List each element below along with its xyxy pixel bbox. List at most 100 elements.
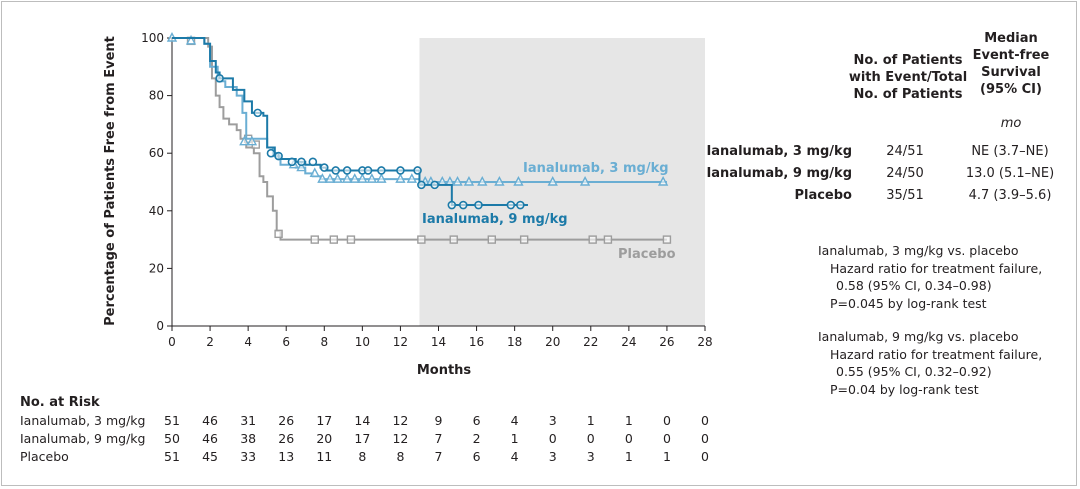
x-tick-label: 6 bbox=[282, 335, 290, 349]
at-risk-value: 45 bbox=[202, 449, 218, 464]
at-risk-value: 26 bbox=[278, 413, 294, 428]
censor-marker bbox=[458, 200, 468, 210]
censor-marker bbox=[266, 148, 276, 158]
censor-marker bbox=[329, 235, 339, 244]
at-risk-value: 46 bbox=[202, 413, 218, 428]
at-risk-row-name: Ianalumab, 3 mg/kg bbox=[20, 413, 145, 428]
at-risk-value: 2 bbox=[473, 431, 481, 446]
at-risk-value: 51 bbox=[164, 413, 180, 428]
at-risk-value: 1 bbox=[511, 431, 519, 446]
censor-marker bbox=[406, 173, 418, 183]
y-tick-label: 20 bbox=[149, 261, 164, 275]
y-tick-label: 100 bbox=[141, 31, 164, 45]
censor-marker bbox=[413, 166, 422, 175]
at-risk-value: 31 bbox=[240, 413, 256, 428]
at-risk-value: 4 bbox=[511, 449, 519, 464]
censor-marker bbox=[287, 157, 297, 167]
censor-marker bbox=[346, 235, 356, 244]
note-line: Hazard ratio for treatment failure, bbox=[830, 261, 1042, 276]
y-tick-label: 80 bbox=[149, 89, 164, 103]
censor-marker bbox=[185, 34, 197, 45]
at-risk-value: 1 bbox=[587, 413, 595, 428]
series-label-3mg: Ianalumab, 3 mg/kg bbox=[523, 161, 669, 176]
at-risk-value: 3 bbox=[549, 449, 557, 464]
table-unit: mo bbox=[1001, 116, 1022, 131]
x-tick-label: 14 bbox=[431, 335, 446, 349]
at-risk-value: 51 bbox=[164, 449, 180, 464]
table-row-name: Ianalumab, 3 mg/kg bbox=[706, 144, 852, 159]
y-tick-label: 60 bbox=[149, 146, 164, 160]
at-risk-value: 0 bbox=[701, 449, 709, 464]
at-risk-value: 12 bbox=[392, 431, 408, 446]
censor-marker bbox=[452, 176, 463, 186]
series-label-placebo: Placebo bbox=[618, 247, 676, 262]
censor-marker bbox=[417, 235, 426, 244]
table-header-events-1: No. of Patients bbox=[853, 53, 962, 68]
censor-marker bbox=[396, 166, 405, 175]
at-risk-value: 3 bbox=[587, 449, 595, 464]
note-line: Hazard ratio for treatment failure, bbox=[830, 347, 1042, 362]
at-risk-value: 50 bbox=[164, 431, 180, 446]
y-tick-label: 0 bbox=[156, 319, 164, 333]
x-tick-label: 10 bbox=[355, 335, 370, 349]
at-risk-value: 46 bbox=[202, 431, 218, 446]
censor-marker bbox=[246, 135, 258, 146]
censor-marker bbox=[463, 176, 475, 186]
note-line: P=0.045 by log-rank test bbox=[830, 296, 987, 311]
at-risk-value: 6 bbox=[473, 449, 481, 464]
censor-marker bbox=[487, 235, 496, 244]
hazard-notes: Ianalumab, 3 mg/kg vs. placebo Hazard ra… bbox=[818, 243, 1042, 397]
censor-marker bbox=[449, 235, 458, 244]
at-risk-value: 1 bbox=[663, 449, 671, 464]
table-row-median: NE (3.7–NE) bbox=[971, 144, 1048, 159]
censor-marker bbox=[376, 173, 387, 183]
note-line: Ianalumab, 9 mg/kg vs. placebo bbox=[818, 329, 1019, 344]
table-header-median-4: (95% CI) bbox=[980, 82, 1042, 97]
note-line: Ianalumab, 3 mg/kg vs. placebo bbox=[818, 243, 1019, 258]
y-axis-title: Percentage of Patients Free from Event bbox=[103, 36, 118, 326]
censor-marker bbox=[215, 74, 224, 83]
at-risk-value: 26 bbox=[278, 431, 294, 446]
x-axis-title: Months bbox=[417, 363, 472, 378]
at-risk-value: 0 bbox=[549, 431, 557, 446]
at-risk-value: 17 bbox=[354, 431, 370, 446]
at-risk-value: 1 bbox=[625, 413, 633, 428]
censor-marker bbox=[474, 200, 483, 210]
at-risk-value: 8 bbox=[396, 449, 404, 464]
at-risk-value: 11 bbox=[316, 449, 332, 464]
table-header-events-3: No. of Patients bbox=[853, 87, 962, 102]
x-tick-label: 0 bbox=[168, 335, 176, 349]
x-tick-label: 20 bbox=[545, 335, 560, 349]
at-risk-value: 7 bbox=[435, 431, 443, 446]
summary-table: No. of Patients with Event/Total No. of … bbox=[706, 31, 1054, 203]
censor-marker bbox=[366, 173, 378, 183]
at-risk-value: 38 bbox=[240, 431, 256, 446]
censor-marker bbox=[349, 173, 360, 183]
x-tick-label: 24 bbox=[621, 335, 636, 349]
at-risk-values: 51 46 31 26 17 14 12 9 6 4 3 1 1 0 050 46 38 26 20 17 12 7 2 1 0… bbox=[164, 413, 709, 464]
censor-marker bbox=[657, 176, 669, 186]
y-tick-label: 40 bbox=[149, 204, 164, 218]
censor-marker bbox=[516, 200, 525, 210]
at-risk-table: No. at Risk Ianalumab, 3 mg/kg Ianalumab… bbox=[20, 395, 709, 464]
censor-marker bbox=[417, 180, 426, 190]
censor-marker bbox=[309, 167, 320, 178]
at-risk-value: 6 bbox=[473, 413, 481, 428]
at-risk-value: 0 bbox=[663, 413, 671, 428]
at-risk-value: 4 bbox=[511, 413, 519, 428]
censor-marker bbox=[430, 180, 439, 190]
censor-marker bbox=[357, 173, 368, 183]
censor-marker bbox=[308, 157, 318, 167]
series-1 bbox=[172, 37, 528, 210]
censor-marker bbox=[494, 176, 505, 186]
table-row-median: 13.0 (5.1–NE) bbox=[966, 166, 1054, 181]
x-tick-label: 12 bbox=[393, 335, 408, 349]
note-line: 0.55 (95% CI, 0.32–0.92) bbox=[836, 364, 992, 379]
censor-marker bbox=[513, 176, 524, 186]
censor-marker bbox=[274, 151, 283, 161]
at-risk-value: 12 bbox=[392, 413, 408, 428]
at-risk-value: 0 bbox=[587, 431, 595, 446]
series-layer bbox=[166, 32, 672, 244]
